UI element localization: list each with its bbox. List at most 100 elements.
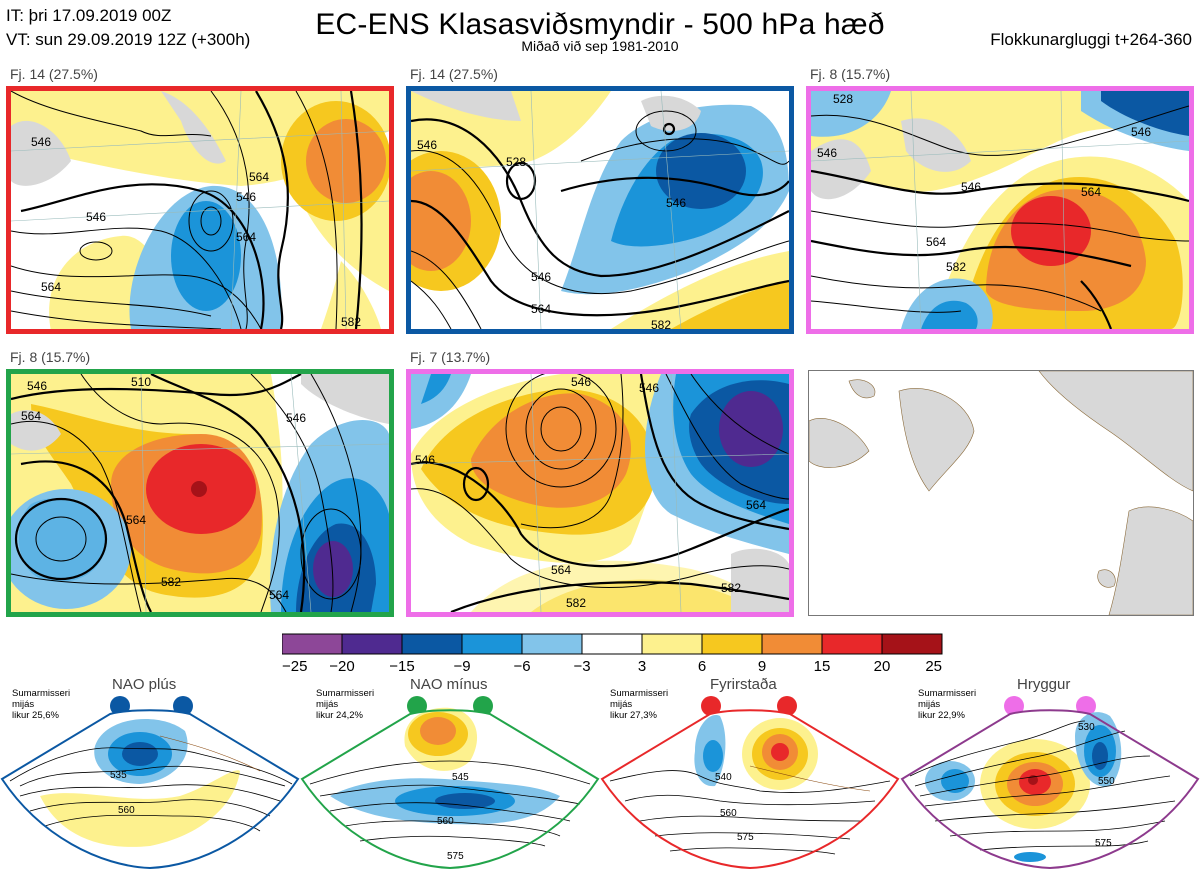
- panel-3-label: Fj. 8 (15.7%): [810, 66, 891, 82]
- contour-label: 582: [161, 575, 181, 589]
- regime-marker: [701, 696, 721, 716]
- contour-label: 560: [118, 805, 135, 816]
- contour-label: 564: [21, 409, 41, 423]
- colorbar-swatch: [281, 633, 343, 655]
- contour-label: 530: [1078, 722, 1095, 733]
- contour-label: 546: [666, 196, 686, 210]
- colorbar-swatch: [401, 633, 463, 655]
- colorbar-tick: 9: [758, 658, 766, 675]
- contour-label: 546: [571, 375, 591, 389]
- contour-label: 535: [110, 770, 127, 781]
- empty-map-panel: [808, 370, 1194, 616]
- regime-name: NAO mínus: [410, 676, 488, 693]
- cluster-map-4: 546 510 546 564 564 582 564: [11, 374, 389, 612]
- colorbar-swatch: [761, 633, 823, 655]
- colorbar-svg: −25 −20 −15 −9 −6 −3 3 6 9 15 20 25: [281, 633, 943, 675]
- contour-label: 546: [415, 453, 435, 467]
- contour-label: 582: [341, 315, 361, 329]
- colorbar-swatch: [341, 633, 403, 655]
- colorbar-tick: −3: [573, 658, 590, 675]
- regime-name: NAO plús: [112, 676, 177, 693]
- cluster-map-panel-1: 546 546 546 564 564 564 582: [6, 86, 394, 334]
- contour-label: 560: [720, 808, 737, 819]
- window-label: Flokkunargluggi t+264-360: [990, 30, 1192, 49]
- contour-label: 564: [1081, 185, 1101, 199]
- contour-label: 528: [833, 92, 853, 106]
- contour-label: 582: [651, 318, 671, 329]
- contour-label: 510: [131, 375, 151, 389]
- cluster-map-1: 546 546 546 564 564 564 582: [11, 91, 389, 329]
- contour-label: 575: [447, 851, 464, 862]
- cluster-map-panel-4: 546 510 546 564 564 582 564: [6, 369, 394, 617]
- regime-marker: [777, 696, 797, 716]
- colorbar-tick: −9: [453, 658, 470, 675]
- contour-label: 546: [1131, 125, 1151, 139]
- colorbar-tick: 15: [814, 658, 831, 675]
- contour-label: 540: [715, 772, 732, 783]
- panel-4-label: Fj. 8 (15.7%): [10, 349, 91, 365]
- panel-5-label: Fj. 7 (13.7%): [410, 349, 491, 365]
- contour-label: 564: [531, 302, 551, 316]
- colorbar: −25 −20 −15 −9 −6 −3 3 6 9 15 20 25: [281, 633, 952, 682]
- regime-marker: [1076, 696, 1096, 716]
- contour-label: 546: [417, 138, 437, 152]
- colorbar-tick: −20: [329, 658, 354, 675]
- regime-marker: [1004, 696, 1024, 716]
- contour-label: 564: [236, 230, 256, 244]
- valid-time: VT: sun 29.09.2019 12Z (+300h): [6, 30, 251, 49]
- regime-note: Sumarmisseri mijás likur 24,2%: [316, 688, 375, 721]
- contour-label: 564: [551, 563, 571, 577]
- regime-fyrirstada: Fyrirstaða Sumarmisseri mijás likur 27,3…: [600, 676, 900, 871]
- colorbar-tick: 6: [698, 658, 706, 675]
- regime-hryggur: Hryggur Sumarmisseri mijás likur 22,9% 5…: [900, 676, 1200, 871]
- cluster-map-panel-5: 546 546 546 564 564 582 582: [406, 369, 794, 617]
- contour-label: 575: [1095, 838, 1112, 849]
- page-title: EC-ENS Klasasviðsmyndir - 500 hPa hæð: [315, 8, 885, 41]
- page-subtitle: Miðað við sep 1981-2010: [521, 38, 679, 54]
- contour-label: 546: [961, 180, 981, 194]
- colorbar-swatch: [461, 633, 523, 655]
- regime-map: 540 560 575: [600, 696, 900, 870]
- regime-name: Fyrirstaða: [710, 676, 777, 693]
- colorbar-swatch: [641, 633, 703, 655]
- regime-name: Hryggur: [1017, 676, 1071, 693]
- empty-basemap: [809, 371, 1193, 615]
- cluster-map-2: 546 528 546 546 564 582: [411, 91, 789, 329]
- contour-label: 564: [269, 588, 289, 602]
- contour-label: 546: [286, 411, 306, 425]
- cluster-map-3: 528 546 546 564 564 582 546: [811, 91, 1189, 329]
- contour-label: 582: [566, 596, 586, 610]
- colorbar-tick: 3: [638, 658, 646, 675]
- panel-1-label: Fj. 14 (27.5%): [10, 66, 98, 82]
- colorbar-tick: −6: [513, 658, 530, 675]
- regime-note: Sumarmisseri mijás likur 22,9%: [918, 688, 977, 721]
- contour-label: 546: [27, 379, 47, 393]
- contour-label: 546: [639, 381, 659, 395]
- colorbar-tick: −25: [282, 658, 307, 675]
- init-time: IT: þri 17.09.2019 00Z: [6, 6, 172, 25]
- contour-label: 582: [721, 581, 741, 595]
- panel-2-label: Fj. 14 (27.5%): [410, 66, 498, 82]
- contour-label: 528: [506, 155, 526, 169]
- colorbar-swatch: [581, 633, 643, 655]
- regime-nao-minus: NAO mínus Sumarmisseri mijás likur 24,2%…: [300, 676, 600, 871]
- contour-label: 564: [126, 513, 146, 527]
- colorbar-swatch: [521, 633, 583, 655]
- contour-label: 546: [817, 146, 837, 160]
- header-times: IT: þri 17.09.2019 00Z VT: sun 29.09.201…: [6, 4, 250, 52]
- regime-note: Sumarmisseri mijás likur 25,6%: [12, 688, 71, 721]
- contour-label: 582: [946, 260, 966, 274]
- contour-label: 564: [41, 280, 61, 294]
- contour-label: 564: [249, 170, 269, 184]
- contour-label: 546: [236, 190, 256, 204]
- colorbar-tick: −15: [389, 658, 414, 675]
- colorbar-tick: 20: [874, 658, 891, 675]
- cluster-map-panel-3: 528 546 546 564 564 582 546: [806, 86, 1194, 334]
- colorbar-tick: 25: [925, 658, 942, 675]
- contour-label: 560: [437, 816, 454, 827]
- contour-label: 546: [86, 210, 106, 224]
- regime-map: 530 550 575: [900, 696, 1200, 870]
- contour-label: 564: [746, 498, 766, 512]
- contour-label: 550: [1098, 776, 1115, 787]
- cluster-map-5: 546 546 546 564 564 582 582: [411, 374, 789, 612]
